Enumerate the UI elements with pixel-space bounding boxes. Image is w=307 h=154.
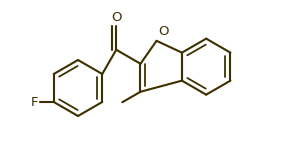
Text: O: O [111,11,122,24]
Text: F: F [30,95,38,109]
Text: O: O [158,25,169,38]
